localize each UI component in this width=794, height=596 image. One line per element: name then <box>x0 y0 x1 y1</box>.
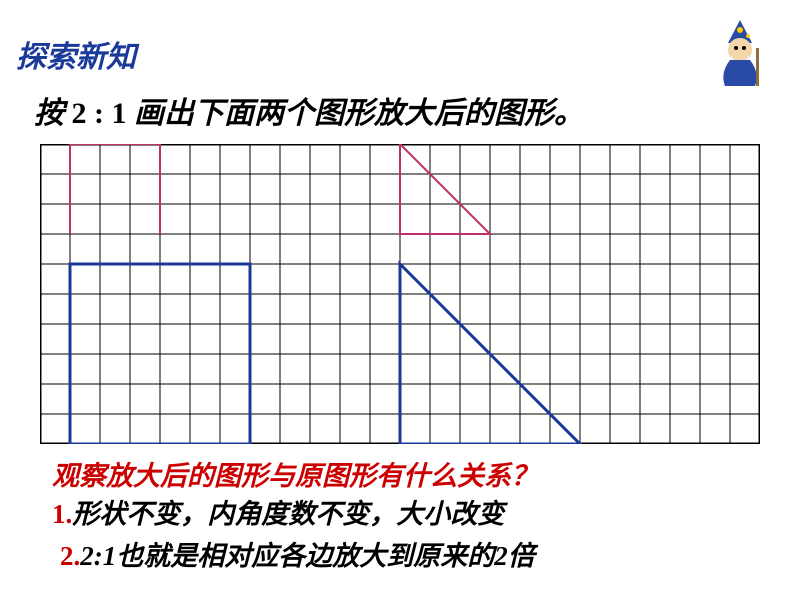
geometry-grid <box>40 144 760 444</box>
page-title: 探索新知 <box>16 32 136 76</box>
point-2: 2.2:1也就是相对应各边放大到原来的2倍 <box>60 534 535 573</box>
point-2-number: 2. <box>60 541 80 571</box>
wizard-mascot <box>710 18 770 88</box>
observation-question: 观察放大后的图形与原图形有什么关系？ <box>52 454 538 493</box>
instruction-prefix: 按 <box>34 97 72 130</box>
point-1-text: 形状不变，内角度数不变，大小改变 <box>72 499 504 529</box>
point-2-text: 2:1也就是相对应各边放大到原来的2倍 <box>80 541 535 571</box>
point-1-number: 1. <box>52 499 72 529</box>
instruction-suffix: 画出下面两个图形放大后的图形。 <box>127 97 585 130</box>
point-1: 1.形状不变，内角度数不变，大小改变 <box>52 492 504 531</box>
instruction-text: 按 2 : 1 画出下面两个图形放大后的图形。 <box>34 88 584 132</box>
instruction-ratio: 2 : 1 <box>72 97 127 130</box>
